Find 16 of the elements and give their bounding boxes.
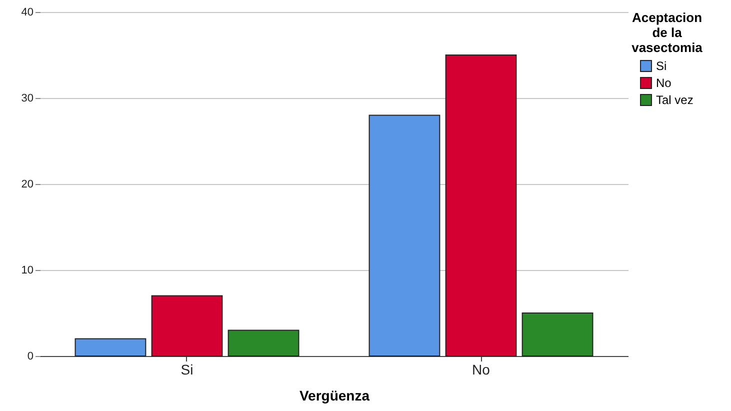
y-tick-label: 30	[21, 92, 34, 104]
bar	[228, 330, 300, 356]
y-tick-label: 20	[21, 178, 34, 190]
bar	[445, 54, 517, 356]
bar	[151, 295, 223, 356]
legend-label: Tal vez	[656, 93, 694, 107]
legend-label: Si	[656, 59, 667, 73]
x-axis-title: Vergüenza	[299, 388, 370, 404]
y-tick-label: 0	[27, 350, 34, 362]
bar	[74, 338, 146, 356]
y-tick-label: 40	[21, 6, 34, 18]
y-tick-label: 10	[21, 264, 34, 276]
legend-title: Aceptacion de la vasectomia	[632, 10, 704, 55]
bar	[522, 312, 594, 356]
bar	[368, 114, 440, 356]
legend-label: No	[656, 76, 672, 90]
